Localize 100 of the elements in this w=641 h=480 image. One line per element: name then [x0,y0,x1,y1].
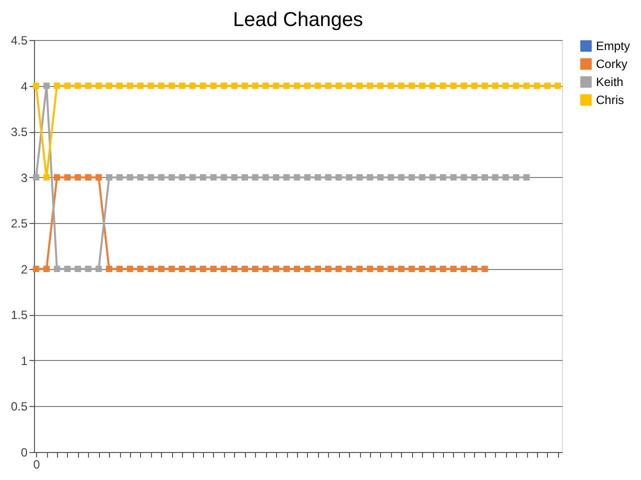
point [200,174,206,180]
point [64,82,71,89]
legend-label: Empty [596,39,630,53]
point [96,82,102,89]
point [314,266,321,272]
point [179,266,186,272]
point [137,82,144,89]
point [106,266,112,272]
point [137,266,144,272]
point [512,82,520,89]
point [356,82,363,89]
point [408,174,415,180]
point [158,174,164,180]
point [126,266,134,272]
point [148,174,154,180]
point [377,266,384,272]
point [429,82,436,89]
point [43,82,50,89]
point [356,266,363,272]
point [220,174,228,180]
point [304,174,311,180]
point [450,266,457,272]
point [96,266,102,272]
point [54,174,60,180]
point [460,82,468,89]
point [356,174,363,180]
point [294,82,300,89]
y-tick-label: 2.5 [10,216,28,231]
point [512,174,520,180]
point [210,266,217,272]
point [137,174,144,180]
point [220,82,228,89]
point [471,82,478,89]
point [482,266,488,272]
point [262,266,269,272]
point [272,174,280,180]
point [450,82,457,89]
point [460,266,468,272]
point [325,82,332,89]
point [336,174,342,180]
point [502,82,509,89]
point [544,82,551,89]
point [43,266,50,272]
y-tick-label: 3 [20,170,28,185]
point [492,174,498,180]
point [126,82,134,89]
point [262,174,269,180]
point [210,174,217,180]
point [220,266,228,272]
point [304,266,311,272]
point [304,82,311,89]
point [534,82,540,89]
point [346,82,352,89]
point [272,266,280,272]
point [388,266,394,272]
point [126,174,134,180]
point [64,266,71,272]
point [294,266,300,272]
point [272,82,280,89]
point [158,266,164,272]
point [408,82,415,89]
point [210,82,217,89]
point [460,174,468,180]
point [283,266,290,272]
y-tick-label: 1.5 [10,308,28,322]
point [440,266,446,272]
point [554,82,561,89]
point [366,82,374,89]
point [314,174,321,180]
point [242,266,248,272]
point [168,174,175,180]
point [450,174,457,180]
point [231,82,238,89]
point [242,174,248,180]
point [398,82,404,89]
point [377,174,384,180]
point [314,82,321,89]
point [283,174,290,180]
point [54,82,60,89]
point [252,266,258,272]
legend-label: Corky [596,57,628,71]
point [189,82,196,89]
point [419,82,426,89]
point [168,82,175,89]
y-tick-label: 0.5 [10,400,28,414]
point [74,174,81,180]
point [366,266,374,272]
point [366,174,374,180]
y-tick-label: 2 [20,262,28,276]
point [471,266,478,272]
point [419,266,426,272]
point [74,266,81,272]
point [429,174,436,180]
point [32,82,40,89]
point [148,82,154,89]
point [116,82,123,89]
y-tick-label: 3.5 [10,125,28,140]
y-tick-label: 4.5 [10,34,28,48]
point [346,266,352,272]
point [43,174,50,180]
